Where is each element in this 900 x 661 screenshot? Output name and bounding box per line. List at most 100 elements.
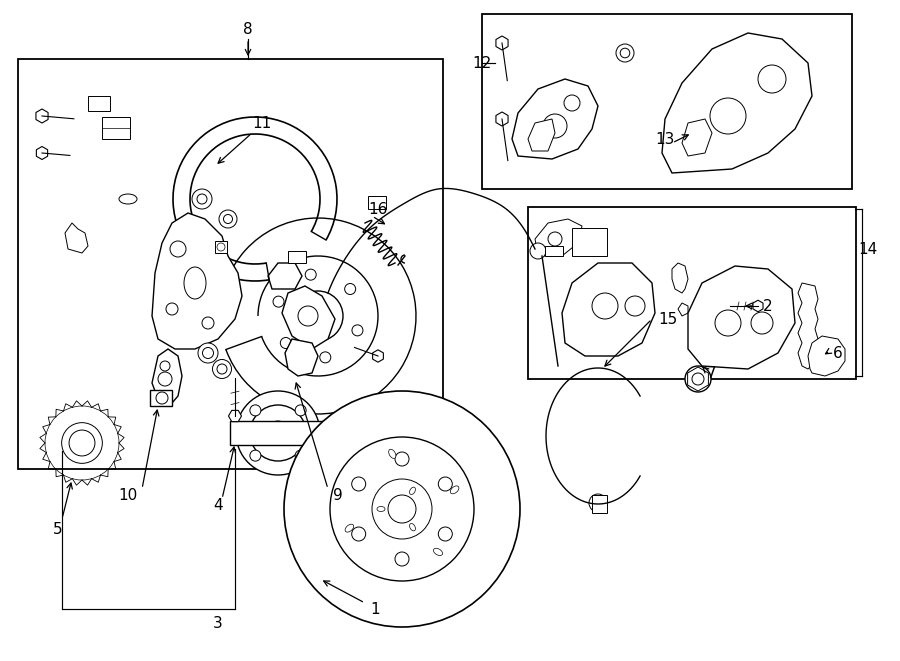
Text: 12: 12 xyxy=(472,56,491,71)
Circle shape xyxy=(345,284,356,295)
Circle shape xyxy=(616,44,634,62)
Circle shape xyxy=(758,65,786,93)
Text: 1: 1 xyxy=(370,602,380,617)
Circle shape xyxy=(250,405,306,461)
Ellipse shape xyxy=(434,548,443,555)
Text: 11: 11 xyxy=(252,116,272,130)
Text: 2: 2 xyxy=(763,299,773,313)
Polygon shape xyxy=(496,112,508,126)
Ellipse shape xyxy=(184,267,206,299)
Circle shape xyxy=(192,189,212,209)
Polygon shape xyxy=(36,147,48,159)
Polygon shape xyxy=(512,79,598,159)
Polygon shape xyxy=(152,213,242,349)
Circle shape xyxy=(236,391,320,475)
Circle shape xyxy=(166,303,178,315)
Bar xyxy=(102,117,130,139)
Circle shape xyxy=(715,310,741,336)
Circle shape xyxy=(198,343,218,363)
Text: 4: 4 xyxy=(213,498,223,514)
Polygon shape xyxy=(268,263,302,289)
Polygon shape xyxy=(682,119,712,156)
Polygon shape xyxy=(496,36,508,50)
Circle shape xyxy=(202,317,214,329)
Circle shape xyxy=(295,450,306,461)
Circle shape xyxy=(223,215,232,223)
Circle shape xyxy=(284,391,520,627)
Circle shape xyxy=(293,291,343,341)
Circle shape xyxy=(691,372,705,386)
Polygon shape xyxy=(688,367,708,391)
Bar xyxy=(215,241,227,253)
Circle shape xyxy=(273,296,284,307)
Circle shape xyxy=(625,296,645,316)
Polygon shape xyxy=(229,410,241,422)
Text: 7: 7 xyxy=(707,366,716,381)
Bar xyxy=(528,207,856,379)
Circle shape xyxy=(217,243,225,251)
Circle shape xyxy=(395,452,409,466)
Polygon shape xyxy=(672,263,688,293)
Circle shape xyxy=(69,430,95,456)
Polygon shape xyxy=(152,349,182,403)
Text: 14: 14 xyxy=(859,241,877,256)
Circle shape xyxy=(530,243,546,259)
Bar xyxy=(482,14,852,189)
Circle shape xyxy=(751,312,773,334)
Polygon shape xyxy=(535,219,582,256)
Ellipse shape xyxy=(389,449,396,459)
Polygon shape xyxy=(528,119,555,151)
Polygon shape xyxy=(678,303,688,316)
Circle shape xyxy=(202,348,213,358)
Circle shape xyxy=(548,232,562,246)
Bar xyxy=(288,251,306,263)
Polygon shape xyxy=(282,286,335,349)
Polygon shape xyxy=(230,421,326,445)
Circle shape xyxy=(156,392,168,404)
Polygon shape xyxy=(753,300,763,312)
Circle shape xyxy=(620,48,630,58)
Circle shape xyxy=(685,366,711,392)
Circle shape xyxy=(250,405,261,416)
Bar xyxy=(88,96,110,111)
Text: 13: 13 xyxy=(655,132,675,147)
Circle shape xyxy=(266,421,290,445)
Circle shape xyxy=(543,114,567,138)
Ellipse shape xyxy=(410,487,416,494)
Circle shape xyxy=(438,527,453,541)
Polygon shape xyxy=(562,263,655,356)
Polygon shape xyxy=(808,336,845,376)
Circle shape xyxy=(212,360,231,379)
Text: 10: 10 xyxy=(119,488,138,504)
Bar xyxy=(150,390,172,406)
Circle shape xyxy=(352,325,363,336)
Polygon shape xyxy=(662,33,812,173)
Circle shape xyxy=(61,422,103,463)
Circle shape xyxy=(564,95,580,111)
Circle shape xyxy=(219,210,237,228)
Circle shape xyxy=(352,477,365,491)
Circle shape xyxy=(250,450,261,461)
Bar xyxy=(368,196,386,209)
Circle shape xyxy=(298,306,318,326)
Polygon shape xyxy=(688,266,795,369)
Ellipse shape xyxy=(119,194,137,204)
Ellipse shape xyxy=(450,486,459,494)
Polygon shape xyxy=(798,283,818,369)
Polygon shape xyxy=(285,339,318,376)
Bar xyxy=(545,246,563,256)
Circle shape xyxy=(306,304,330,328)
Circle shape xyxy=(305,269,316,280)
Bar xyxy=(592,495,607,513)
Circle shape xyxy=(592,293,618,319)
Ellipse shape xyxy=(410,524,416,531)
Text: 15: 15 xyxy=(659,311,678,327)
Text: 9: 9 xyxy=(333,488,343,504)
Polygon shape xyxy=(36,109,48,123)
Circle shape xyxy=(352,527,365,541)
Polygon shape xyxy=(65,223,88,253)
Circle shape xyxy=(160,361,170,371)
Circle shape xyxy=(280,338,292,348)
Circle shape xyxy=(589,494,607,512)
Circle shape xyxy=(372,479,432,539)
